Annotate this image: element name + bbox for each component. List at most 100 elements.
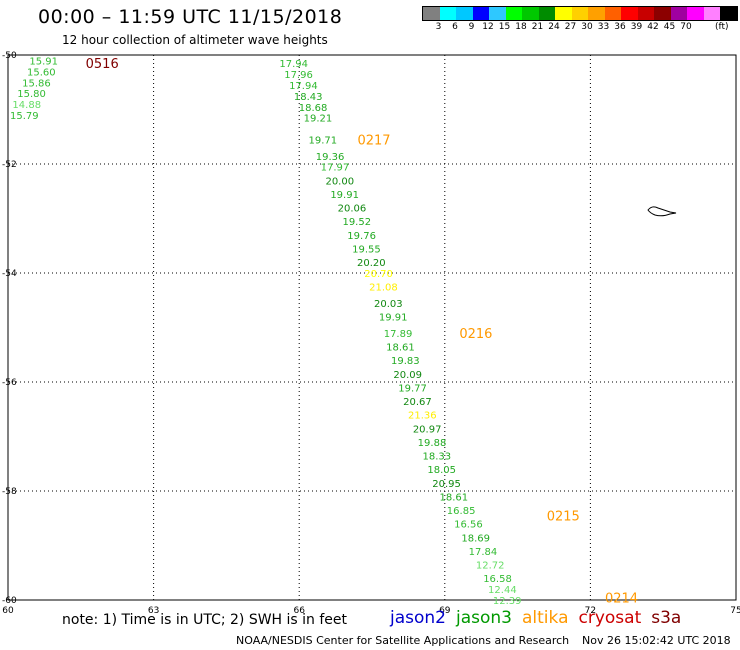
swh-value: 20.67 (403, 397, 432, 408)
color-scale-tick: 9 (468, 22, 475, 32)
latitude-labels: -50 -52 -54 -56 -58 -60 (2, 51, 17, 606)
swh-value: 20.70 (364, 269, 393, 280)
swh-value: 19.76 (347, 231, 376, 242)
color-scale-tick: 33 (597, 22, 610, 32)
legend-jason2: jason2 (390, 608, 446, 628)
map-gridlines (7, 54, 737, 601)
swh-value: 16.85 (447, 506, 476, 517)
color-swatch-5 (505, 7, 522, 20)
swh-value: 17.96 (284, 70, 313, 81)
color-scale-tick: 39 (630, 22, 643, 32)
color-swatch-3 (472, 7, 489, 20)
timestamp: Nov 26 15:02:42 UTC 2018 (582, 634, 731, 647)
legend-altika: altika (522, 608, 569, 628)
swh-value: 18.43 (294, 92, 323, 103)
swh-value: 19.77 (398, 383, 427, 394)
longitude-tick-label: 69 (439, 606, 451, 616)
legend-jason3: jason3 (456, 608, 512, 628)
color-scale-tick: 42 (647, 22, 659, 32)
swh-value: 18.05 (427, 465, 456, 476)
swh-value: 15.79 (10, 111, 39, 122)
swh-value: 18.68 (299, 103, 328, 114)
latitude-tick-label: -60 (2, 596, 17, 606)
swh-value: 17.94 (289, 81, 318, 92)
color-swatch-7 (538, 7, 555, 20)
color-scale-tick: 15 (498, 22, 511, 32)
swh-value: 19.88 (418, 438, 447, 449)
swh-value: 20.00 (325, 176, 354, 187)
swh-value: 19.36 (316, 152, 345, 163)
swh-value: 20.95 (432, 479, 461, 490)
swh-value: 16.56 (454, 520, 483, 531)
color-scale-tick: 18 (515, 22, 527, 32)
color-swatch-1 (439, 7, 456, 20)
swh-value: 17.94 (279, 59, 308, 70)
color-scale-unit: (ft) (715, 22, 729, 32)
pass-label: 0516 (86, 57, 119, 72)
swh-value: 15.60 (27, 67, 56, 78)
color-scale-tick: 27 (564, 22, 577, 32)
credit-line: NOAA/NESDIS Center for Satellite Applica… (236, 634, 570, 647)
latitude-tick-label: -56 (2, 378, 17, 388)
longitude-tick-label: 72 (585, 606, 596, 616)
swh-value: 19.52 (342, 217, 371, 228)
pass-label: 0215 (547, 510, 580, 525)
color-swatch-10 (588, 7, 605, 20)
pass-label: 0216 (459, 327, 492, 342)
color-swatch-8 (555, 7, 572, 20)
swh-value: 20.09 (393, 370, 422, 381)
swh-value: 19.21 (304, 114, 333, 125)
color-swatch-17 (703, 7, 720, 20)
longitude-labels: 60 63 66 69 72 75 (2, 606, 740, 616)
pass-label: 0214 (605, 591, 638, 606)
color-scale-tick: 36 (614, 22, 626, 32)
longitude-tick-label: 60 (2, 606, 14, 616)
swh-value: 12.72 (476, 561, 505, 572)
legend-s3a: s3a (651, 608, 682, 628)
swh-value: 19.91 (330, 190, 359, 201)
color-swatch-4 (489, 7, 506, 20)
swh-value: 20.20 (357, 258, 386, 269)
swh-value: 17.97 (321, 163, 350, 174)
color-swatch-13 (637, 7, 654, 20)
color-swatch-2 (456, 7, 473, 20)
color-scale-tick: 24 (548, 22, 560, 32)
longitude-tick-label: 75 (730, 606, 740, 616)
swh-value: 19.91 (379, 313, 408, 324)
swh-value: 15.86 (22, 78, 51, 89)
longitude-tick-label: 63 (148, 606, 159, 616)
latitude-tick-label: -52 (2, 160, 17, 170)
color-scale-ticks: 3 6 9 12 15 18 21 24 27 30 33 36 39 42 45 70 (422, 22, 732, 34)
swh-value: 21.36 (408, 411, 437, 422)
pass-labels: 0516 0217 0216 0215 0214 (86, 57, 638, 606)
swh-value: 20.97 (413, 424, 442, 435)
color-swatch-0 (423, 7, 440, 20)
swh-value: 14.88 (12, 100, 41, 111)
color-swatch-18 (720, 7, 737, 20)
swh-value: 12.44 (488, 585, 517, 596)
swh-value: 21.08 (369, 283, 398, 294)
swh-value: 18.61 (440, 492, 469, 503)
latitude-tick-label: -58 (2, 487, 17, 497)
swh-value: 18.33 (423, 452, 452, 463)
swh-value: 19.83 (391, 356, 420, 367)
color-swatch-16 (687, 7, 704, 20)
color-swatch-11 (604, 7, 621, 20)
color-scale-tick: 45 (663, 22, 676, 32)
satellite-legend: jason2 jason3 altika cryosat s3a (390, 608, 691, 628)
pass-label: 0217 (357, 133, 390, 148)
swh-value: 16.58 (483, 574, 512, 585)
swh-value: 18.61 (386, 343, 415, 354)
swh-value: 20.03 (374, 299, 403, 310)
page-title: 00:00 – 11:59 UTC 11/15/2018 (38, 6, 343, 28)
island-outline (647, 206, 677, 217)
page-subtitle: 12 hour collection of altimeter wave hei… (62, 33, 328, 47)
footnote: note: 1) Time is in UTC; 2) SWH is in fe… (62, 612, 348, 628)
latitude-tick-label: -50 (2, 51, 17, 61)
color-scale-tick: 3 (435, 22, 442, 32)
color-scale-tick: 12 (482, 22, 494, 32)
color-swatch-9 (571, 7, 588, 20)
legend-cryosat: cryosat (578, 608, 642, 628)
swh-value: 15.80 (17, 89, 46, 100)
